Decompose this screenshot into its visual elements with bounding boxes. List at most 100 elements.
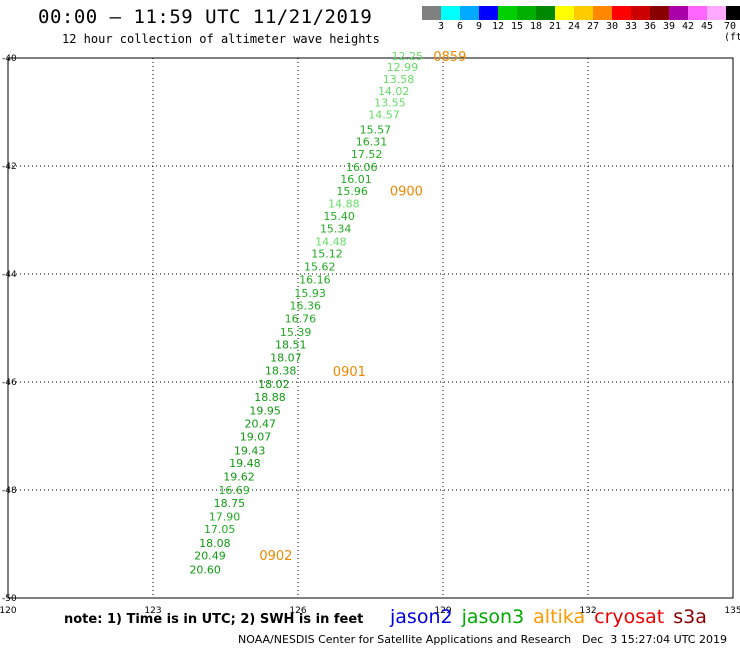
color-scale-label: 33 [624,21,638,32]
swh-value: 18.38 [265,365,297,378]
swh-value: 17.90 [209,510,241,523]
y-tick-label: -44 [2,270,17,280]
time-label: 0900 [390,184,423,199]
color-scale-label: 39 [662,21,676,32]
footer-date: Dec 3 15:27:04 UTC 2019 [582,633,727,646]
swh-value: 12.25 [391,50,423,63]
color-swatch [612,6,631,20]
swh-value: 16.36 [290,299,322,312]
swh-value: 16.76 [285,312,317,325]
swh-value: 20.60 [189,563,221,576]
color-scale-label: 45 [700,21,714,32]
legend-cryosat: cryosat [594,606,665,628]
swh-value: 15.62 [304,260,336,273]
color-scale-label: 30 [605,21,619,32]
x-tick-label: 129 [434,606,451,616]
swh-value: 16.16 [299,273,331,286]
color-swatch [479,6,498,20]
swh-value: 19.95 [249,405,281,418]
swh-value: 19.62 [223,471,255,484]
swh-value: 18.88 [254,391,286,404]
legend-jason2: jason2 [390,606,453,628]
color-swatch [726,6,740,20]
x-tick-label: 132 [579,606,596,616]
color-scale-label: 36 [643,21,657,32]
y-tick-label: -42 [2,162,17,172]
color-scale-label: 15 [510,21,524,32]
swh-value: 19.48 [229,457,261,470]
swh-value: 12.99 [387,61,419,74]
color-swatch [441,6,460,20]
color-scale-label: 9 [475,21,483,32]
swh-value: 15.34 [320,223,352,236]
swh-value: 18.07 [270,352,302,365]
swh-value: 14.48 [315,236,347,249]
swh-value: 20.47 [245,418,277,431]
swh-value: 15.39 [280,326,312,339]
swh-value: 18.02 [258,378,290,391]
color-swatch [460,6,479,20]
chart-subtitle: 12 hour collection of altimeter wave hei… [62,32,380,46]
color-swatch [688,6,707,20]
color-scale-label: 70 (ft) [723,21,740,43]
time-label: 0859 [433,50,466,65]
color-swatch [536,6,555,20]
color-swatch [498,6,517,20]
swh-value: 17.52 [351,148,383,161]
x-tick-label: 123 [144,606,161,616]
swh-value: 15.12 [311,247,343,260]
swh-value: 17.05 [204,523,236,536]
swh-value: 20.49 [194,549,226,562]
swh-value: 18.75 [214,497,246,510]
swh-value: 16.69 [218,484,250,497]
swh-value: 13.58 [383,73,415,86]
swh-value: 18.08 [199,537,231,550]
y-tick-label: -46 [2,378,17,388]
swh-value: 14.02 [378,85,410,98]
color-scale-label: 12 [491,21,505,32]
color-scale-label: 27 [586,21,600,32]
time-label: 0902 [259,549,292,564]
swh-value: 16.31 [356,136,388,149]
color-swatch [422,6,441,20]
chart-title: 00:00 — 11:59 UTC 11/21/2019 [38,6,373,28]
color-scale-label: 3 [437,21,445,32]
y-tick-label: -40 [2,54,17,64]
color-scale-bar [422,6,740,20]
color-swatch [631,6,650,20]
color-swatch [555,6,574,20]
color-scale-label: 24 [567,21,581,32]
legend-jason3: jason3 [461,606,525,628]
x-tick-label: 135 [724,606,740,616]
footer-credit: NOAA/NESDIS Center for Satellite Applica… [238,633,572,646]
plot-frame [7,57,734,599]
footer-note: note: 1) Time is in UTC; 2) SWH is in fe… [64,612,364,627]
color-scale-label: 42 [681,21,695,32]
swh-value: 14.88 [328,197,360,210]
color-swatch [593,6,612,20]
y-tick-label: -48 [2,486,17,496]
swh-value: 14.57 [368,109,400,122]
legend-altika: altika [533,606,586,628]
color-swatch [517,6,536,20]
time-label: 0901 [333,365,366,380]
x-tick-label: 126 [289,606,306,616]
color-swatch [574,6,593,20]
color-swatch [669,6,688,20]
swh-value: 19.07 [240,431,272,444]
color-swatch [707,6,726,20]
color-scale-label: 18 [529,21,543,32]
swh-value: 15.93 [294,287,326,300]
satellite-legend: jason2 jason3 altika cryosat s3a [390,606,716,628]
color-scale-label: 21 [548,21,562,32]
swh-value: 16.01 [340,173,372,186]
swh-value: 15.96 [336,185,368,198]
x-tick-label: 120 [0,606,17,616]
swh-value: 15.57 [360,123,392,136]
legend-s3a: s3a [673,606,707,628]
y-tick-label: -50 [2,594,17,604]
swh-value: 19.43 [234,445,266,458]
swh-value: 15.40 [323,210,355,223]
